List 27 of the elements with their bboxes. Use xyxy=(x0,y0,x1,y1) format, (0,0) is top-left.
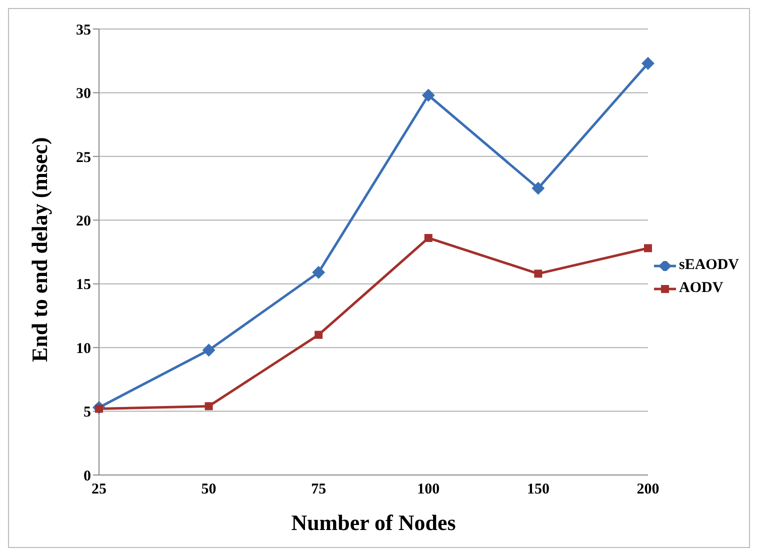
point xyxy=(202,344,216,357)
y-tick-label: 10 xyxy=(76,340,91,357)
y-tick-label: 0 xyxy=(84,468,91,484)
y-axis-title: End to end delay (msec) xyxy=(26,137,52,362)
y-tick-label: 35 xyxy=(76,22,91,38)
y-tick-label: 5 xyxy=(84,404,91,421)
x-tick-label: 150 xyxy=(526,482,550,498)
point xyxy=(312,266,326,279)
y-tick-label: 15 xyxy=(76,277,91,294)
x-axis-title: Number of Nodes xyxy=(291,510,456,535)
x-tick-label: 200 xyxy=(636,482,660,498)
x-tick-label: 75 xyxy=(311,482,326,498)
legend-label: AODV xyxy=(678,280,724,297)
y-tick-label: 25 xyxy=(76,150,91,166)
point xyxy=(422,88,435,102)
x-tick-label: 100 xyxy=(417,482,440,498)
legend-label: sEAODV xyxy=(678,257,739,274)
point xyxy=(641,56,654,70)
point xyxy=(532,182,545,195)
point xyxy=(644,244,652,252)
point xyxy=(424,234,432,242)
y-tick-label: 30 xyxy=(76,86,91,102)
point xyxy=(534,270,542,278)
y-tick-label: 20 xyxy=(76,213,91,230)
point xyxy=(314,330,323,339)
x-tick-label: 50 xyxy=(201,482,216,498)
point xyxy=(204,402,213,410)
